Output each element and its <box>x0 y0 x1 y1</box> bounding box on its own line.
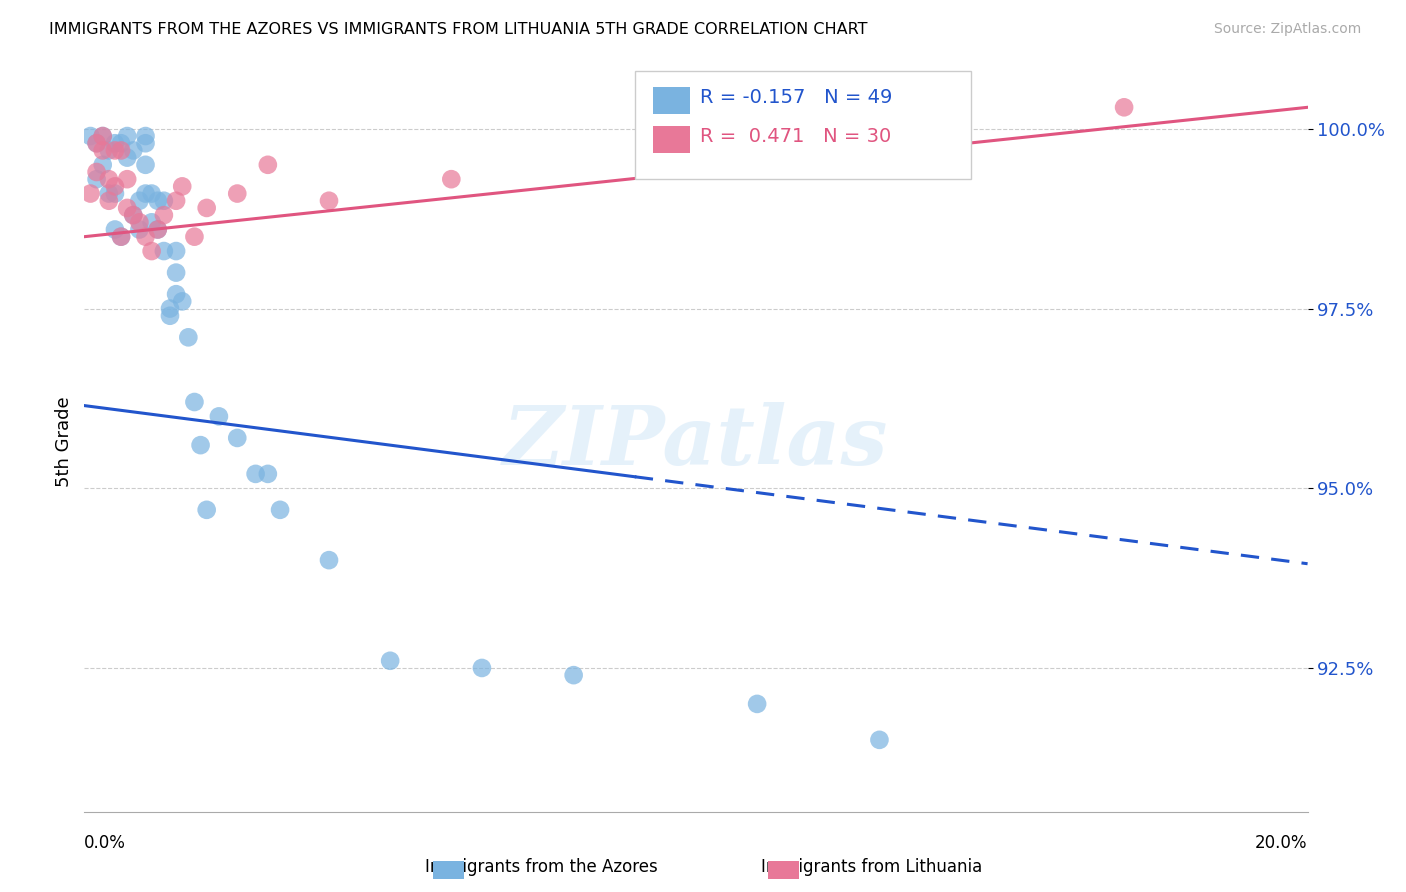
Point <box>86 136 108 151</box>
Point <box>380 654 402 668</box>
Point <box>104 136 127 151</box>
Point <box>91 129 114 144</box>
Point <box>183 395 205 409</box>
Point <box>91 158 114 172</box>
Point <box>110 136 132 151</box>
Point <box>110 229 132 244</box>
Point <box>172 179 194 194</box>
Point <box>97 186 120 201</box>
Point <box>165 287 187 301</box>
Text: Immigrants from Lithuania: Immigrants from Lithuania <box>761 858 983 876</box>
Point <box>135 158 157 172</box>
Point <box>86 165 108 179</box>
Point <box>869 732 891 747</box>
Point <box>91 144 114 158</box>
Text: Source: ZipAtlas.com: Source: ZipAtlas.com <box>1213 22 1361 37</box>
Point <box>226 431 249 445</box>
Point <box>104 179 127 194</box>
Point <box>86 172 108 186</box>
Point <box>195 201 218 215</box>
Text: IMMIGRANTS FROM THE AZORES VS IMMIGRANTS FROM LITHUANIA 5TH GRADE CORRELATION CH: IMMIGRANTS FROM THE AZORES VS IMMIGRANTS… <box>49 22 868 37</box>
Point <box>208 409 231 424</box>
Point <box>104 144 127 158</box>
Point <box>153 194 176 208</box>
Point <box>245 467 267 481</box>
Point <box>135 136 157 151</box>
Point <box>122 208 145 222</box>
Point <box>141 244 163 258</box>
Point <box>190 438 212 452</box>
Point <box>135 186 157 201</box>
Point <box>177 330 200 344</box>
Point <box>183 229 205 244</box>
Point <box>135 229 157 244</box>
Point <box>226 186 249 201</box>
Text: ZIPatlas: ZIPatlas <box>503 401 889 482</box>
Point <box>165 266 187 280</box>
Point <box>115 172 138 186</box>
Point <box>104 186 127 201</box>
Point <box>110 144 132 158</box>
Point <box>128 222 150 236</box>
Point <box>159 309 181 323</box>
Point <box>115 201 138 215</box>
Point <box>128 215 150 229</box>
Point <box>110 229 132 244</box>
Point <box>97 144 120 158</box>
Bar <box>654 87 690 113</box>
Point <box>1114 100 1136 114</box>
Point <box>104 222 127 236</box>
Point <box>128 194 150 208</box>
Point <box>257 158 280 172</box>
Point <box>122 208 145 222</box>
Point <box>269 503 291 517</box>
Point <box>79 186 101 201</box>
Point <box>159 301 181 316</box>
Point <box>929 114 952 128</box>
Point <box>153 244 176 258</box>
Point <box>153 208 176 222</box>
Point <box>115 151 138 165</box>
Point <box>685 151 707 165</box>
Point <box>165 244 187 258</box>
Text: R = -0.157   N = 49: R = -0.157 N = 49 <box>700 87 891 107</box>
Point <box>747 697 769 711</box>
Point <box>97 194 120 208</box>
Point <box>165 194 187 208</box>
Text: 0.0%: 0.0% <box>84 834 127 852</box>
Point <box>86 136 108 151</box>
Point <box>146 222 169 236</box>
Point <box>471 661 494 675</box>
Point <box>122 144 145 158</box>
Text: R =  0.471   N = 30: R = 0.471 N = 30 <box>700 127 891 146</box>
Point <box>146 194 169 208</box>
Text: 20.0%: 20.0% <box>1256 834 1308 852</box>
Point <box>195 503 218 517</box>
Point <box>79 129 101 144</box>
Point <box>318 553 340 567</box>
Point <box>91 129 114 144</box>
Point <box>97 172 120 186</box>
Point <box>146 222 169 236</box>
Point <box>440 172 463 186</box>
Point <box>257 467 280 481</box>
Point <box>318 194 340 208</box>
Bar <box>654 126 690 153</box>
Y-axis label: 5th Grade: 5th Grade <box>55 396 73 487</box>
Text: Immigrants from the Azores: Immigrants from the Azores <box>425 858 658 876</box>
Point <box>141 215 163 229</box>
Point <box>562 668 585 682</box>
Point <box>135 129 157 144</box>
Point <box>115 129 138 144</box>
Point <box>172 294 194 309</box>
Point <box>141 186 163 201</box>
FancyBboxPatch shape <box>636 71 972 178</box>
